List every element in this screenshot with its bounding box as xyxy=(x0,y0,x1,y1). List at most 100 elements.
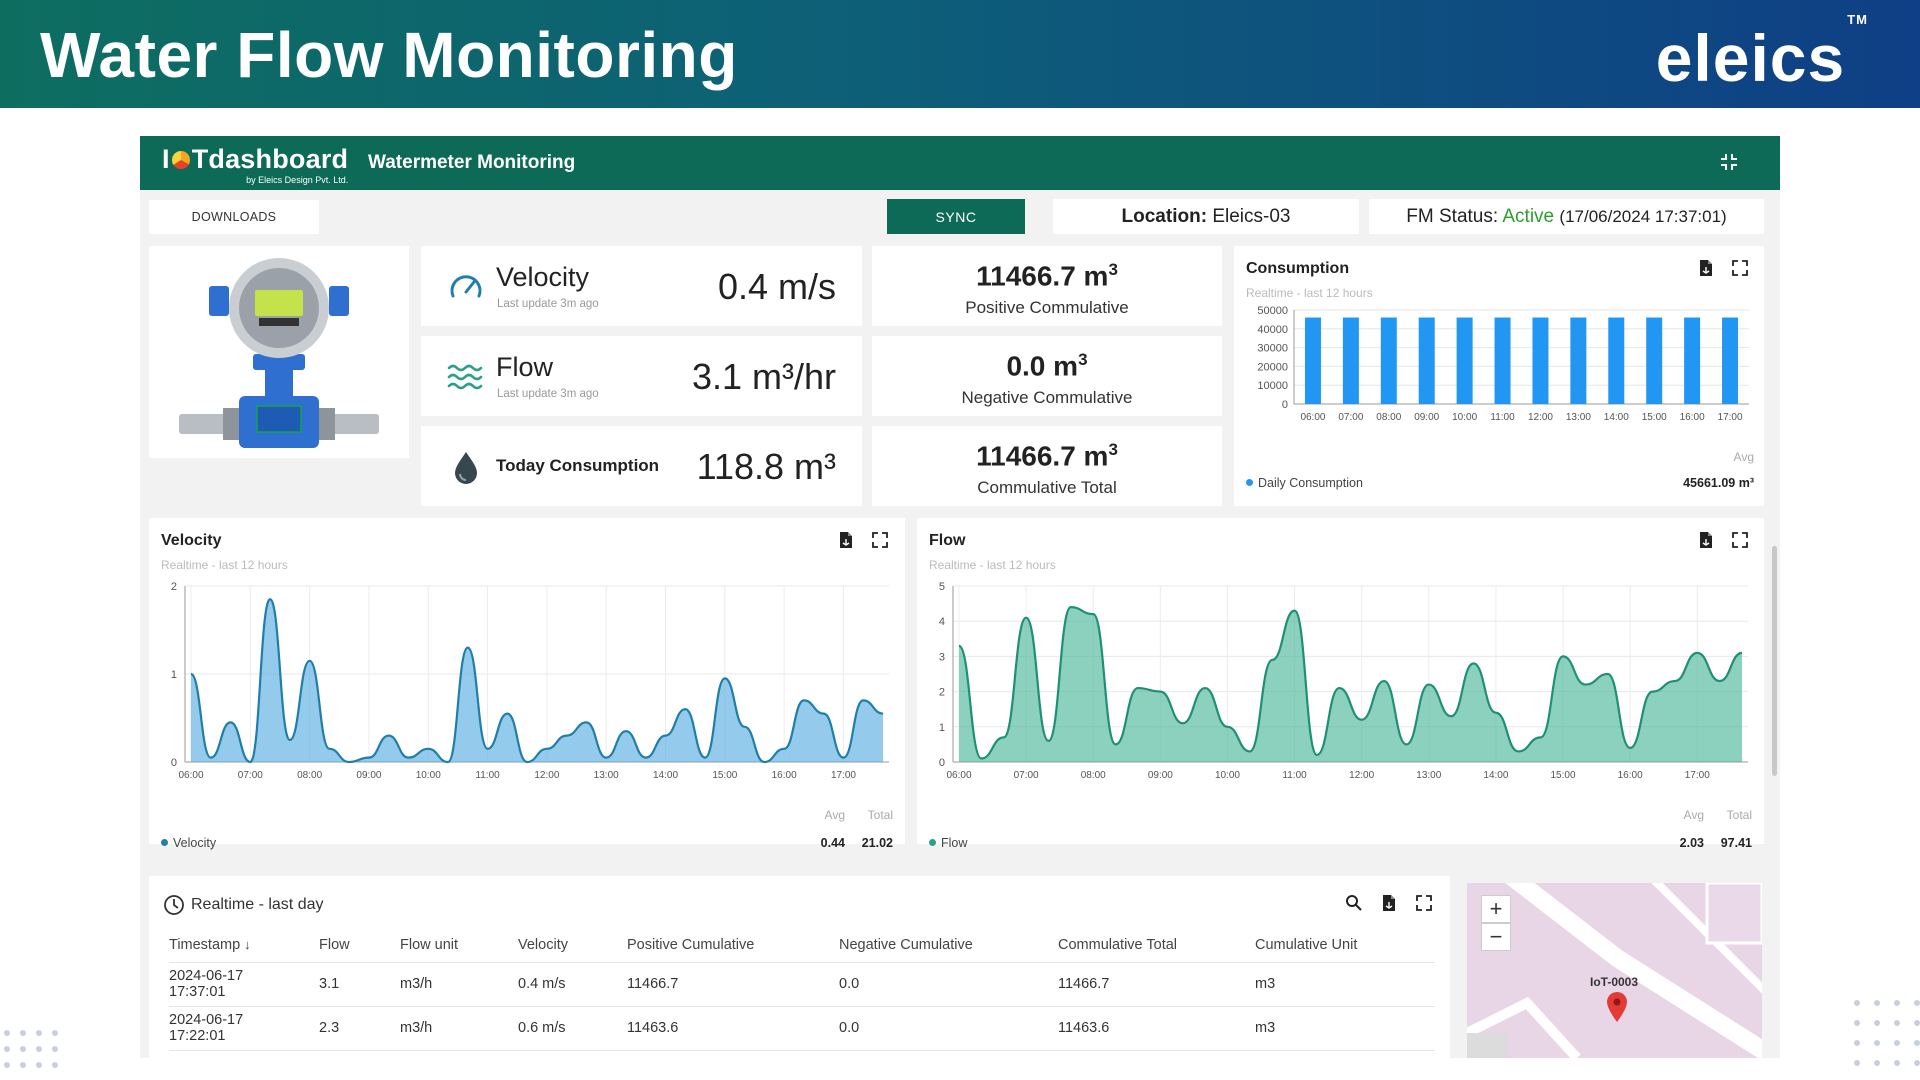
col-negative-cumulative[interactable]: Negative Cumulative xyxy=(839,928,1058,963)
flow-legend: Flow xyxy=(929,836,967,850)
velocity-value: 0.4 m/s xyxy=(717,266,836,307)
export-file-icon[interactable] xyxy=(1697,259,1715,277)
col-flow-unit[interactable]: Flow unit xyxy=(400,928,518,963)
dots-decoration-right xyxy=(1854,1000,1920,1066)
velocity-chart-title: Velocity xyxy=(161,532,222,549)
y-tick-label: 0 xyxy=(171,757,177,769)
map-pin-icon[interactable] xyxy=(1606,991,1628,1023)
negative-cumulative-card: 0.0 m3 Negative Commulative xyxy=(872,336,1222,416)
velocity-update-time: Last update 3m ago xyxy=(497,298,599,310)
total-cumulative-card: 11466.7 m3 Commulative Total xyxy=(872,426,1222,506)
consumption-avg-label: Avg xyxy=(1733,450,1754,464)
x-tick-label: 08:00 xyxy=(1376,412,1401,423)
water-drop-icon xyxy=(455,452,477,484)
y-tick-label: 0 xyxy=(939,757,945,769)
bar xyxy=(1570,317,1587,404)
flow-chart-title: Flow xyxy=(929,532,966,549)
consumption-chart-card: Consumption Realtime - last 12 hours 0 10… xyxy=(1234,246,1764,506)
bar xyxy=(1684,317,1701,404)
x-tick-label: 13:00 xyxy=(1566,412,1591,423)
dashboard-window: I Tdashboard by Eleics Design Pvt. Ltd. W… xyxy=(140,136,1780,1058)
x-tick-label: 10:00 xyxy=(1452,412,1477,423)
x-tick-label: 12:00 xyxy=(1528,412,1553,423)
flow-total-label: Total xyxy=(1726,808,1752,822)
x-tick-label: 11:00 xyxy=(1282,770,1307,781)
bar xyxy=(1532,317,1549,404)
flow-value: 3.1 m³/hr xyxy=(691,356,836,397)
velocity-stat-card: Velocity Last update 3m ago 0.4 m/s xyxy=(421,246,862,326)
y-tick-label: 30000 xyxy=(1257,343,1288,355)
x-tick-label: 10:00 xyxy=(1215,770,1240,781)
col-commulative-total[interactable]: Commulative Total xyxy=(1058,928,1255,963)
flowmeter-image xyxy=(179,258,379,448)
positive-cumulative-value: 11466.7 m3 xyxy=(976,260,1118,292)
clock-icon xyxy=(164,895,184,915)
today-consumption-value: 118.8 m³ xyxy=(696,446,836,487)
x-tick-label: 07:00 xyxy=(1338,412,1363,423)
col-cumulative-unit[interactable]: Cumulative Unit xyxy=(1255,928,1435,963)
consumption-bar-chart: 0 10000 20000 30000 40000 50000 06:00 07:00 08:0… xyxy=(1257,305,1749,423)
bar xyxy=(1494,317,1511,404)
search-icon[interactable] xyxy=(1345,894,1363,912)
table-row[interactable]: 2024-06-17 17:37:01 3.1 m3/h 0.4 m/s 114… xyxy=(169,962,1435,1007)
x-tick-label: 16:00 xyxy=(1618,770,1643,781)
x-tick-label: 06:00 xyxy=(178,770,203,781)
sync-button[interactable]: SYNC xyxy=(887,199,1025,234)
downloads-button[interactable]: DOWNLOADS xyxy=(149,200,319,234)
col-flow[interactable]: Flow xyxy=(319,928,400,963)
bar xyxy=(1456,317,1473,404)
flow-stat-card: Flow Last update 3m ago 3.1 m³/hr xyxy=(421,336,862,416)
col-velocity[interactable]: Velocity xyxy=(518,928,627,963)
col-positive-cumulative[interactable]: Positive Cumulative xyxy=(627,928,839,963)
fullscreen-icon[interactable] xyxy=(1415,894,1433,912)
export-file-icon[interactable] xyxy=(837,531,855,549)
table-title: Realtime - last day xyxy=(191,896,324,913)
series-area xyxy=(959,607,1742,762)
map-marker-label: IoT-0003 xyxy=(1590,975,1639,989)
realtime-table-card: Realtime - last day Timestamp ↓ Flow Flow… xyxy=(149,876,1450,1058)
location-map[interactable]: + − IoT-0003 xyxy=(1467,883,1762,1058)
map-tiles xyxy=(1467,883,1762,1058)
velocity-legend: Velocity xyxy=(161,836,216,850)
y-tick-label: 0 xyxy=(1282,399,1288,411)
exit-fullscreen-icon[interactable] xyxy=(1720,153,1738,171)
page-scrollbar[interactable] xyxy=(1772,546,1777,776)
export-file-icon[interactable] xyxy=(1697,531,1715,549)
top-banner: Water Flow Monitoring eleicsTM xyxy=(0,0,1920,108)
x-tick-label: 09:00 xyxy=(356,770,381,781)
x-tick-label: 16:00 xyxy=(772,770,797,781)
flow-chart-card: Flow Realtime - last 12 hours 0 1 2 3 4 5 06:0… xyxy=(917,518,1764,850)
x-tick-label: 11:00 xyxy=(1490,412,1515,423)
y-tick-label: 10000 xyxy=(1257,380,1288,392)
fm-status-indicator: FM Status: Active (17/06/2024 17:37:01) xyxy=(1369,199,1764,234)
y-tick-label: 5 xyxy=(939,582,945,593)
export-file-icon[interactable] xyxy=(1380,894,1398,912)
x-tick-label: 15:00 xyxy=(712,770,737,781)
velocity-chart-card: Velocity Realtime - last 12 hours 0 1 2 06:… xyxy=(149,518,905,850)
bar xyxy=(1608,317,1625,404)
bar xyxy=(1418,317,1435,404)
velocity-label: Velocity xyxy=(496,262,590,292)
fullscreen-icon[interactable] xyxy=(871,531,889,549)
x-tick-label: 08:00 xyxy=(1081,770,1106,781)
consumption-subtitle: Realtime - last 12 hours xyxy=(1246,286,1373,300)
today-consumption-label: Today Consumption xyxy=(496,456,660,475)
zoom-in-button[interactable]: + xyxy=(1481,895,1511,923)
table-row[interactable]: 2024-06-17 17:22:01 2.3 m3/h 0.6 m/s 114… xyxy=(169,1006,1435,1051)
total-cumulative-label: Commulative Total xyxy=(977,478,1117,497)
zoom-out-button[interactable]: − xyxy=(1481,923,1511,951)
fullscreen-icon[interactable] xyxy=(1731,259,1749,277)
positive-cumulative-label: Positive Commulative xyxy=(965,298,1129,317)
iot-dashboard-logo: I Tdashboard by Eleics Design Pvt. Ltd. xyxy=(162,144,349,185)
col-timestamp[interactable]: Timestamp ↓ xyxy=(169,928,319,963)
x-tick-label: 14:00 xyxy=(1604,412,1629,423)
consumption-legend: Daily Consumption xyxy=(1246,476,1363,490)
app-header: I Tdashboard by Eleics Design Pvt. Ltd. W… xyxy=(140,136,1780,190)
total-cumulative-value: 11466.7 m3 xyxy=(976,440,1118,472)
x-tick-label: 13:00 xyxy=(1416,770,1441,781)
x-tick-label: 17:00 xyxy=(831,770,856,781)
velocity-total-label: Total xyxy=(867,808,893,822)
fullscreen-icon[interactable] xyxy=(1731,531,1749,549)
bar xyxy=(1380,317,1397,404)
x-tick-label: 12:00 xyxy=(1349,770,1374,781)
